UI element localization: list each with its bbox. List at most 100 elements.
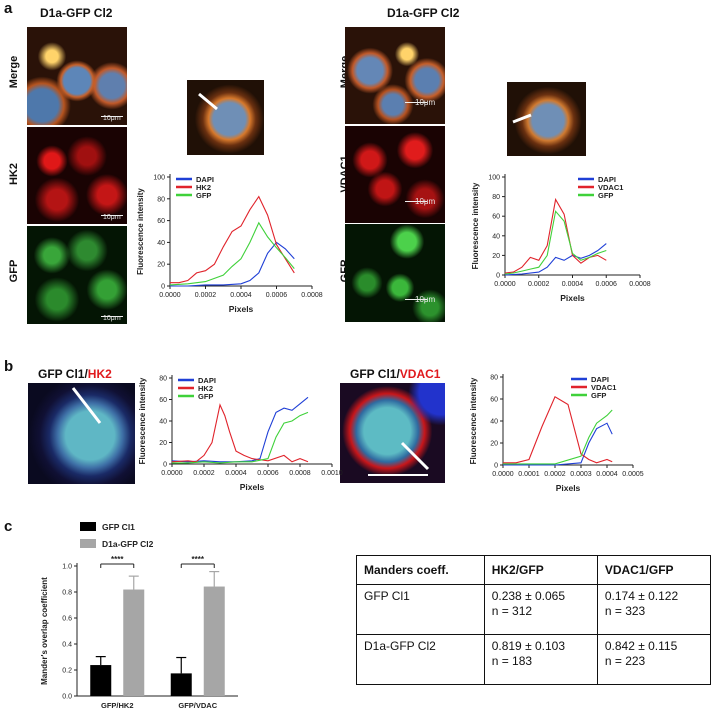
cell-mean: 0.819 ± 0.103	[491, 639, 566, 654]
legend-label: VDAC1	[591, 383, 616, 392]
legend-label: D1a-GFP Cl2	[102, 539, 154, 549]
table-cell: 0.842 ± 0.115 n = 223	[596, 634, 712, 685]
legend-label: DAPI	[591, 375, 609, 384]
cell-n: n = 223	[604, 654, 646, 669]
merge-image-vdac1: 10μm	[345, 27, 445, 124]
table-header-cell: Manders coeff.	[356, 554, 485, 586]
scale-bar	[405, 102, 427, 103]
y-tick-label: 0.6	[62, 616, 72, 623]
y-tick-label: 40	[157, 240, 165, 247]
line-profile-marker	[512, 113, 532, 124]
series-line-gfp	[503, 409, 613, 465]
cell-n: n = 183	[491, 654, 533, 669]
bar-gfp-cl1	[90, 665, 112, 696]
series-line-hk2	[170, 195, 295, 284]
legend-label: GFP	[598, 191, 613, 200]
vdac1-channel-image: 10μm	[345, 126, 445, 223]
x-tick-label: 0.0002	[544, 471, 566, 478]
cell-n: n = 312	[491, 604, 533, 619]
legend-label: VDAC1	[598, 183, 623, 192]
row-label: D1a-GFP Cl2	[356, 634, 485, 685]
table-cell: 0.238 ± 0.065 n = 312	[483, 584, 598, 636]
legend-label: DAPI	[598, 175, 616, 184]
y-tick-label: 100	[153, 175, 165, 182]
bar-d1a-gfp-cl2	[203, 586, 225, 696]
bar-d1a-gfp-cl2	[123, 589, 145, 696]
table-header-cell: HK2/GFP	[483, 554, 598, 586]
scale-label: 10μm	[103, 214, 121, 221]
legend-swatch	[80, 522, 96, 531]
y-tick-label: 40	[490, 419, 498, 426]
y-axis-label: Mander's overlap coefficient	[40, 577, 49, 685]
y-tick-label: 1.0	[62, 564, 72, 571]
y-tick-label: 60	[157, 218, 165, 225]
series-line-dapi	[171, 396, 309, 463]
y-tick-label: 80	[492, 194, 500, 201]
y-axis-label: Fluorescence intensity	[471, 182, 480, 269]
series-line-gfp	[172, 411, 309, 464]
scale-label: 10μm	[415, 197, 436, 206]
y-tick-label: 20	[490, 441, 498, 448]
table-row: GFP Cl1 0.238 ± 0.065 n = 312 0.174 ± 0.1…	[356, 584, 712, 636]
x-tick-label: 0.0000	[492, 471, 514, 478]
legend-label: GFP	[196, 191, 211, 200]
cell-mean: 0.238 ± 0.065	[491, 589, 566, 604]
manders-table: Manders coeff. HK2/GFP VDAC1/GFP GFP Cl1…	[356, 554, 712, 685]
x-axis-label: Pixels	[560, 293, 585, 303]
y-tick-label: 0	[494, 463, 498, 470]
legend-label: DAPI	[196, 175, 214, 184]
x-tick-label: 0.0000	[159, 292, 181, 299]
scale-label: 10μm	[415, 295, 436, 304]
series-line-hk2	[171, 403, 309, 463]
y-tick-label: 80	[490, 375, 498, 382]
y-tick-label: 80	[159, 376, 167, 383]
y-axis-label: Fluorescence intensity	[469, 377, 478, 464]
series-line-dapi	[503, 422, 613, 466]
y-tick-label: 60	[159, 397, 167, 404]
y-tick-label: 0.2	[62, 668, 72, 675]
panel-letter-a: a	[4, 0, 13, 17]
row-label-gfp-left: GFP	[8, 259, 20, 283]
title-marker: VDAC1	[399, 367, 441, 381]
table-header-row: Manders coeff. HK2/GFP VDAC1/GFP	[356, 554, 712, 586]
y-tick-label: 0	[161, 284, 165, 291]
x-tick-label: 0.0004	[596, 471, 618, 478]
legend-label: HK2	[198, 384, 213, 393]
gfp-hk2-cell-image	[28, 383, 135, 484]
x-axis-label: Pixels	[556, 483, 581, 493]
x-tick-label: 0.0010	[321, 470, 343, 477]
table-cell: 0.819 ± 0.103 n = 183	[483, 634, 598, 685]
line-profile-marker	[368, 441, 430, 476]
x-tick-label: 0.0005	[622, 471, 644, 478]
x-tick-label: 0.0008	[301, 292, 323, 299]
series-line-gfp	[504, 210, 607, 275]
panel-letter-c: c	[4, 518, 13, 535]
x-tick-label: 0.0004	[562, 281, 584, 288]
y-tick-label: 0.4	[62, 642, 72, 649]
scale-bar	[101, 116, 123, 117]
x-axis-label: Pixels	[240, 482, 265, 492]
chart-b-left: 0 20 40 60 80 Fluorescence intensity 0.0000 0.0…	[138, 375, 343, 492]
hk2-channel-image: 10μm	[27, 127, 127, 224]
legend-label: HK2	[196, 183, 211, 192]
series-line-dapi	[504, 243, 607, 276]
x-tick-label: 0.0008	[629, 281, 651, 288]
row-label: GFP Cl1	[356, 584, 485, 636]
row-label-merge-left: Merge	[8, 55, 20, 89]
cell-mean: 0.842 ± 0.115	[604, 639, 678, 654]
x-tick-label: 0.0004	[225, 470, 247, 477]
x-tick-label: 0.0006	[266, 292, 288, 299]
chart-c-bars: 0.0 0.2 0.4 0.6 0.8 1.0 Mander's overlap coeff…	[40, 522, 238, 710]
inset-cell-vdac1	[507, 82, 586, 156]
chart-a-right: 0 20 40 60 80 100 Fluorescence intensity 0.0000…	[471, 174, 651, 303]
scale-bar	[405, 299, 427, 300]
x-axis-label: Pixels	[229, 304, 254, 314]
y-tick-label: 0.0	[62, 694, 72, 701]
scale-label: 10μm	[103, 315, 121, 322]
x-tick-label: 0.0001	[518, 471, 540, 478]
y-axis-label: Fluorescence intensity	[138, 377, 147, 464]
chart-a-left: 0 20 40 60 80 100 Fluorescence intensity 0.0000…	[136, 174, 323, 314]
x-tick-label: 0.0002	[528, 281, 550, 288]
y-tick-label: 40	[492, 233, 500, 240]
gfp-channel-image-hk2: 10μm	[27, 226, 127, 324]
